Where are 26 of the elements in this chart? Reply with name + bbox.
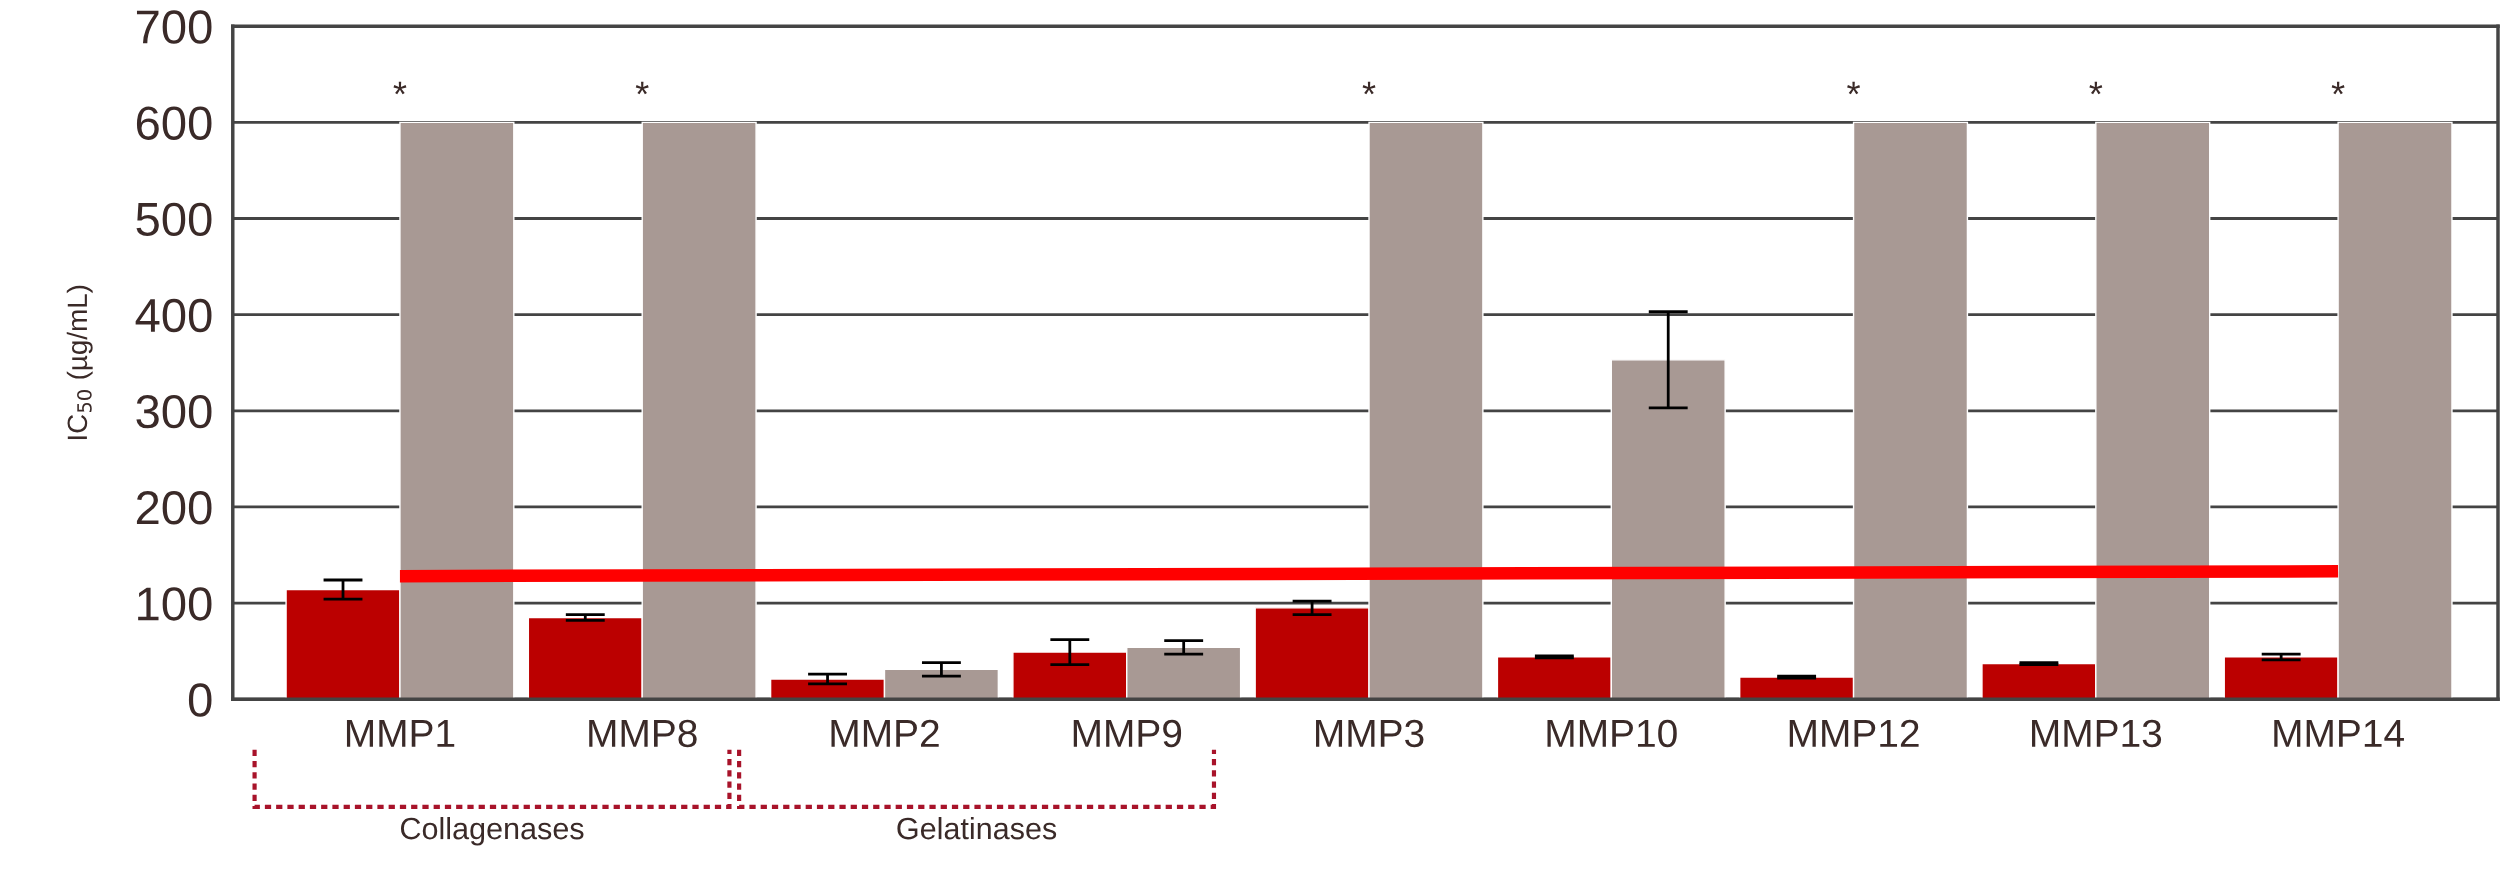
y-tick-label: 700 [136, 10, 212, 44]
annotation: * [635, 81, 649, 95]
y-tick-label: 200 [136, 491, 212, 525]
x-tick-label: MMP1 [346, 720, 455, 747]
x-tick-label: MMP9 [1073, 719, 1182, 748]
x-tick-label: MMP14 [2274, 720, 2404, 747]
y-axis-title: IC$_{50}$ (µg/mL) [66, 285, 93, 440]
annotation: * [393, 81, 407, 95]
y-tick-label: 0 [188, 683, 212, 717]
y-tick-label: 500 [136, 202, 212, 237]
x-tick-label: MMP2 [831, 719, 939, 747]
annotation: * [1362, 81, 1376, 95]
y-tick-label: 400 [135, 298, 212, 333]
annotation: * [1847, 81, 1861, 95]
annotation: * [2331, 81, 2345, 95]
x-tick-label: MMP12 [1789, 719, 1919, 747]
annotation: * [2089, 81, 2103, 95]
text: Gelatinases [897, 816, 1057, 840]
x-tick-label: MMP3 [1316, 719, 1424, 748]
y-tick-label: 300 [136, 394, 212, 429]
text: Collagenases [400, 816, 584, 846]
y-tick-label: 100 [138, 587, 212, 621]
x-tick-label: MMP10 [1547, 719, 1677, 748]
x-tick-label: MMP8 [589, 719, 697, 748]
x-tick-label: MMP13 [2032, 719, 2162, 748]
y-tick-label: 600 [136, 106, 212, 140]
